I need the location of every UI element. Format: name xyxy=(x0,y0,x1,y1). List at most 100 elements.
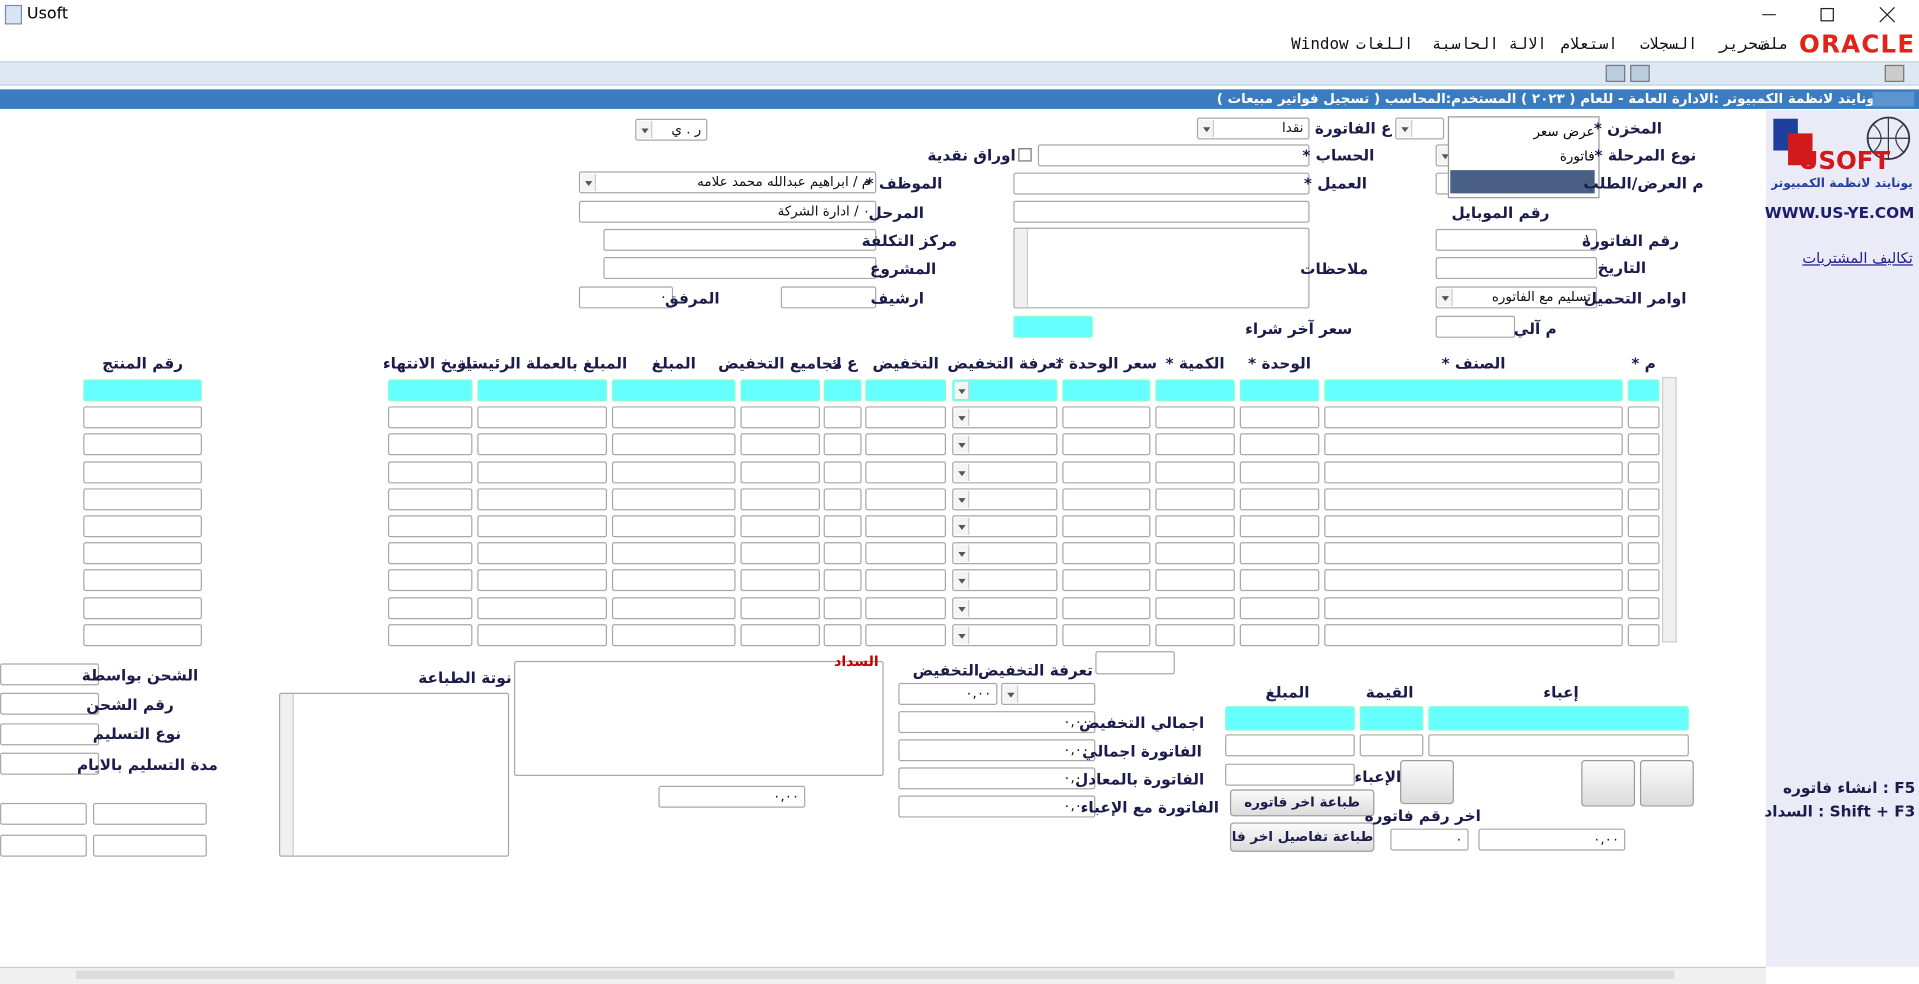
grid-cell[interactable] xyxy=(477,406,608,429)
grid-cell[interactable] xyxy=(83,379,202,402)
grid-cell[interactable] xyxy=(83,569,202,592)
input-field[interactable]: ٠ xyxy=(1390,828,1469,851)
grid-cell[interactable] xyxy=(823,596,862,619)
grid-cell[interactable] xyxy=(1627,460,1660,483)
input-field[interactable] xyxy=(1435,315,1516,338)
grid-cell[interactable] xyxy=(1627,379,1660,402)
input-field[interactable]: ٠,٠٠ xyxy=(898,767,1096,790)
input-field[interactable] xyxy=(603,228,877,251)
grid-cell[interactable] xyxy=(1239,433,1320,456)
grid-cell[interactable] xyxy=(477,542,608,565)
grid-cell[interactable] xyxy=(823,433,862,456)
grid-cell[interactable] xyxy=(1324,596,1623,619)
grid-cell[interactable] xyxy=(740,569,820,592)
grid-cell[interactable] xyxy=(477,569,608,592)
grid-cell[interactable] xyxy=(823,515,862,538)
grid-cell[interactable] xyxy=(387,406,473,429)
grid-cell[interactable] xyxy=(1239,406,1320,429)
text-area[interactable] xyxy=(1013,227,1310,309)
grid-cell[interactable] xyxy=(611,623,736,646)
grid-cell[interactable] xyxy=(387,623,473,646)
grid-cell[interactable] xyxy=(952,596,1058,619)
close-button[interactable] xyxy=(1879,6,1895,23)
grid-cell[interactable] xyxy=(740,433,820,456)
dropdown-arrow[interactable] xyxy=(954,626,970,644)
grid-cell[interactable] xyxy=(611,488,736,511)
grid-cell[interactable] xyxy=(387,379,473,402)
dropdown-arrow[interactable] xyxy=(954,490,970,508)
input-field[interactable] xyxy=(0,834,87,857)
grid-cell[interactable] xyxy=(611,515,736,538)
grid-cell[interactable] xyxy=(865,460,947,483)
input-field[interactable] xyxy=(514,660,884,776)
grid-cell[interactable] xyxy=(611,596,736,619)
menu-item[interactable]: الالة الحاسبة xyxy=(1431,35,1547,54)
grid-cell[interactable] xyxy=(952,406,1058,429)
grid-cell[interactable] xyxy=(611,379,736,402)
input-field[interactable]: م / ابراهيم عبدالله محمد علامه xyxy=(578,171,877,194)
dropdown-option[interactable]: فاتورة xyxy=(1559,148,1595,164)
scrollbar[interactable] xyxy=(280,693,294,856)
dropdown-option[interactable]: عرض سعر xyxy=(1533,123,1595,140)
input-field[interactable]: ٠,٠٠ xyxy=(1478,828,1626,851)
grid-cell[interactable] xyxy=(865,596,947,619)
text-area[interactable] xyxy=(279,692,510,857)
input-field[interactable] xyxy=(780,286,877,309)
grid-cell[interactable] xyxy=(865,623,947,646)
input-field[interactable]: ر . ي xyxy=(635,118,708,141)
grid-cell[interactable] xyxy=(740,596,820,619)
input-field[interactable] xyxy=(0,723,100,746)
dropdown-arrow[interactable] xyxy=(954,572,970,590)
grid-cell[interactable] xyxy=(1324,569,1623,592)
grid-cell[interactable] xyxy=(1155,569,1235,592)
input-field[interactable]: ٠ xyxy=(578,286,674,309)
dropdown-arrow[interactable] xyxy=(954,436,970,454)
dropdown-arrow[interactable] xyxy=(1003,685,1019,703)
grid-cell[interactable] xyxy=(865,515,947,538)
grid-cell[interactable] xyxy=(611,542,736,565)
grid-cell[interactable] xyxy=(1627,515,1660,538)
grid-cell[interactable] xyxy=(1155,623,1235,646)
toolbar-button[interactable] xyxy=(1630,64,1650,82)
grid-cell[interactable] xyxy=(1324,406,1623,429)
icon-button[interactable] xyxy=(1581,760,1636,807)
dropdown-arrow[interactable] xyxy=(954,517,970,535)
menu-item[interactable]: اللغات xyxy=(1356,35,1414,54)
input-field[interactable] xyxy=(1225,763,1355,786)
menu-item[interactable]: السجلات xyxy=(1639,35,1698,54)
grid-cell[interactable] xyxy=(823,542,862,565)
grid-cell[interactable] xyxy=(865,488,947,511)
grid-cell[interactable] xyxy=(1627,623,1660,646)
grid-cell[interactable] xyxy=(1155,515,1235,538)
grid-cell[interactable] xyxy=(387,460,473,483)
grid-cell[interactable] xyxy=(387,488,473,511)
scrollbar[interactable] xyxy=(1014,228,1029,308)
input-field[interactable]: ٠,٠٠ xyxy=(898,795,1096,818)
grid-cell[interactable] xyxy=(740,379,820,402)
grid-cell[interactable] xyxy=(952,460,1058,483)
input-field[interactable] xyxy=(1225,706,1355,731)
grid-cell[interactable] xyxy=(1239,623,1320,646)
grid-cell[interactable] xyxy=(1155,406,1235,429)
grid-cell[interactable] xyxy=(823,569,862,592)
grid-cell[interactable] xyxy=(1155,433,1235,456)
grid-cell[interactable] xyxy=(477,460,608,483)
input-field[interactable] xyxy=(0,802,87,825)
dropdown-arrow[interactable] xyxy=(954,544,970,562)
print-last-details-button[interactable]: طباعة تفاصيل اخر فات... xyxy=(1229,822,1375,852)
grid-cell[interactable] xyxy=(1062,542,1151,565)
dropdown-arrow[interactable] xyxy=(1397,119,1413,138)
grid-cell[interactable] xyxy=(952,433,1058,456)
grid-cell[interactable] xyxy=(1324,623,1623,646)
grid-cell[interactable] xyxy=(83,623,202,646)
grid-cell[interactable] xyxy=(952,488,1058,511)
input-field[interactable] xyxy=(0,663,100,686)
grid-cell[interactable] xyxy=(823,379,862,402)
grid-cell[interactable] xyxy=(1324,542,1623,565)
grid-cell[interactable] xyxy=(1627,406,1660,429)
input-field[interactable]: نقدا xyxy=(1196,117,1310,140)
grid-cell[interactable] xyxy=(865,569,947,592)
grid-cell[interactable] xyxy=(611,433,736,456)
dropdown-arrow[interactable] xyxy=(954,381,970,399)
input-field[interactable] xyxy=(1095,651,1175,675)
